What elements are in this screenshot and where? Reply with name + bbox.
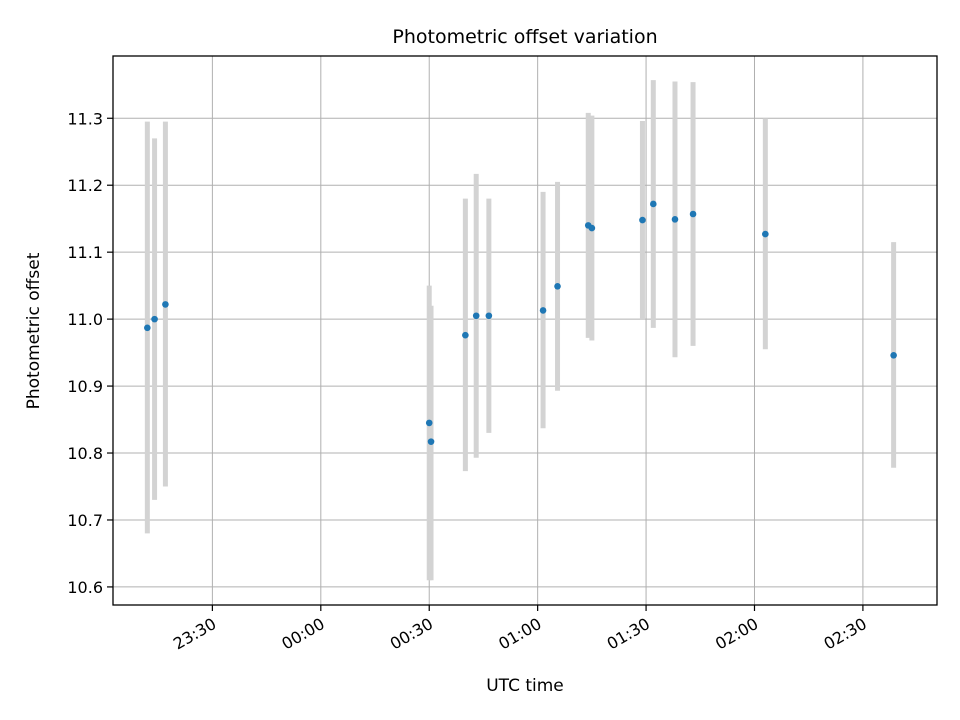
y-axis-ticks: 10.6 10.7 10.8 10.9 11.0 11.1 11.2 11.3 bbox=[67, 109, 113, 597]
x-axis-label: UTC time bbox=[486, 676, 564, 696]
y-tick-label: 11.3 bbox=[67, 109, 103, 128]
data-point bbox=[151, 315, 158, 323]
data-point bbox=[425, 419, 433, 427]
y-tick-label: 11.0 bbox=[67, 310, 103, 329]
data-point bbox=[472, 312, 480, 320]
data-point bbox=[539, 307, 547, 314]
data-point bbox=[554, 283, 561, 290]
data-point bbox=[689, 210, 697, 218]
data-point bbox=[485, 312, 493, 320]
y-tick-label: 10.8 bbox=[67, 444, 103, 463]
data-point bbox=[671, 216, 679, 223]
chart-title: Photometric offset variation bbox=[392, 26, 657, 48]
data-point bbox=[427, 438, 435, 445]
data-point bbox=[462, 331, 469, 339]
y-axis-label: Photometric offset bbox=[24, 252, 44, 409]
data-point bbox=[890, 351, 897, 359]
plot-frame bbox=[112, 55, 938, 606]
data-point bbox=[762, 230, 769, 238]
y-tick-label: 11.1 bbox=[67, 243, 103, 262]
data-point bbox=[649, 200, 657, 208]
data-point bbox=[144, 324, 151, 332]
y-tick-label: 10.7 bbox=[67, 511, 103, 530]
y-tick-label: 11.2 bbox=[67, 176, 103, 195]
y-tick-label: 10.9 bbox=[67, 377, 103, 396]
data-point bbox=[639, 216, 646, 224]
data-point bbox=[588, 224, 596, 232]
data-points bbox=[144, 200, 897, 445]
data-point bbox=[162, 301, 169, 308]
y-tick-label: 10.6 bbox=[67, 578, 103, 597]
grid-lines bbox=[113, 56, 937, 605]
